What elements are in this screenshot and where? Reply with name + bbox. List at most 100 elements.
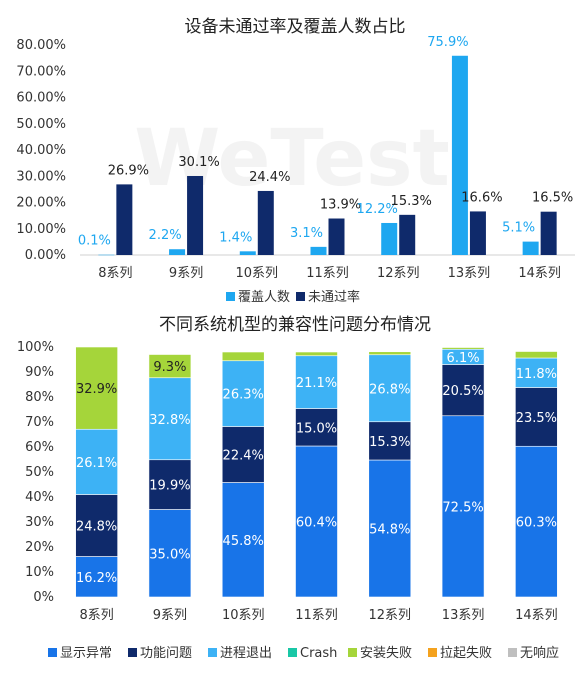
chart1-y-tick: 40.00% [16,143,66,158]
chart2-x-tick: 8系列 [80,608,114,623]
chart2-data-label-exit: 32.8% [149,413,190,428]
chart2-segment-display [295,445,338,598]
chart2-segment-function [441,364,485,417]
chart2-legend-swatch [128,648,137,657]
chart2-data-label-display: 54.8% [369,523,410,538]
chart1-legend-swatch [226,292,235,301]
chart2-data-label-display: 35.0% [149,547,190,562]
chart2-legend-swatch [208,648,217,657]
chart1-data-label-coverage: 2.2% [149,228,182,243]
chart1-bar-fail [187,175,204,255]
chart2-segment-install [441,347,485,350]
chart2-data-label-display: 60.4% [296,516,337,531]
watermark-text-top: WeTest [134,114,450,204]
chart1-data-label-fail: 16.5% [532,191,573,206]
chart2-y-tick: 100% [17,340,54,355]
chart2-y-tick: 50% [25,465,54,480]
chart2-segment-exit [368,354,412,423]
chart2-x-tick: 9系列 [153,608,187,623]
chart1-title: 设备未通过率及覆盖人数占比 [185,17,406,37]
chart1-y-tick: 60.00% [16,91,66,106]
chart2-title: 不同系统机型的兼容性问题分布情况 [159,315,431,335]
chart1-bar-fail [257,190,274,255]
chart1-bar-fail [116,184,133,255]
chart2-legend-label: 安装失败 [360,646,412,661]
chart1-data-label-fail: 13.9% [320,198,361,213]
chart2-y-tick: 40% [25,490,54,505]
chart2-data-label-exit: 26.8% [369,382,410,397]
chart1-bar-coverage [98,254,115,256]
chart1-legend: 覆盖人数 未通过率 [226,289,360,305]
chart2-segment-exit [515,357,558,388]
chart2-y-tick: 10% [25,565,54,580]
chart1-bar-fail [469,211,486,255]
chart2-segment-display [441,415,485,598]
chart2-x-tick: 14系列 [515,608,558,623]
chart1-y-tick: 0.00% [25,248,66,263]
chart2-legend-label: Crash [300,646,337,661]
chart1-y-tick: 10.00% [16,222,66,237]
chart1-bar-coverage [239,251,256,255]
chart1-bar-fail [328,218,345,255]
chart1-data-label-coverage: 75.9% [427,35,468,50]
chart1-y-tick: 80.00% [16,38,66,53]
chart1-data-label-coverage: 1.4% [219,230,252,245]
chart2-data-label-exit: 26.3% [223,388,264,403]
chart2-data-label-display: 45.8% [223,534,264,549]
chart1-x-tick: 14系列 [518,266,561,281]
chart2-plot: 0% 10% 20% 30% 40% 50% 60% 70% 80% 90% 100% 8系列 16.2… [17,340,558,623]
chart2-data-label-function: 23.5% [516,411,557,426]
chart2-data-label-function: 20.5% [442,384,483,399]
chart2-y-tick: 80% [25,390,54,405]
chart2-legend-swatch [348,648,357,657]
chart2-segment-install [148,354,192,379]
chart2-y-tick: 60% [25,440,54,455]
chart1-x-tick: 8系列 [98,266,132,281]
chart2-x-tick: 12系列 [369,608,412,623]
chart1-x-tick: 9系列 [169,266,203,281]
chart2-legend-label: 进程退出 [220,646,272,661]
chart2-segment-exit [148,377,192,461]
chart2-segment-function [295,408,338,447]
chart1-data-label-fail: 24.4% [249,170,290,185]
chart1-x-tick: 13系列 [448,266,491,281]
chart2-data-label-display: 60.3% [516,516,557,531]
chart1-bar-coverage [169,249,186,255]
chart1-data-label-fail: 16.6% [461,190,502,205]
chart2-data-label-exit: 6.1% [447,351,480,366]
chart2-data-label-display: 16.2% [76,571,117,586]
chart1-bar-coverage [310,246,327,255]
chart2-segment-install [368,351,412,356]
chart2-segment-function [515,387,558,447]
chart2-legend-swatch [508,648,517,657]
chart1-legend-swatch [296,292,305,301]
chart1-x-tick: 11系列 [306,266,349,281]
chart1-bar-coverage [522,241,539,255]
chart2-data-label-function: 24.8% [76,520,117,535]
chart2-segment-display [221,482,265,598]
chart1-bar-fail [540,211,557,255]
chart2-y-tick: 0% [33,590,54,605]
chart2-segment-display [148,509,192,598]
chart1-data-label-fail: 15.3% [391,194,432,209]
chart2-segment-display [368,459,412,598]
chart2-data-label-exit: 11.8% [516,367,557,382]
chart2-data-label-install: 32.9% [76,382,117,397]
chart2-legend-swatch [48,648,57,657]
chart2-data-label-exit: 21.1% [296,376,337,391]
chart2-x-tick: 11系列 [295,608,338,623]
chart2-y-tick: 70% [25,415,54,430]
chart2-data-label-function: 19.9% [149,479,190,494]
chart1-y-tick: 20.00% [16,196,66,211]
chart1-data-label-coverage: 3.1% [290,226,323,241]
chart2-segment-function [148,459,192,510]
chart1-data-label-coverage: 5.1% [502,221,535,236]
chart2-segment-display [515,445,558,598]
chart2-data-label-exit: 26.1% [76,456,117,471]
chart1-y-tick: 70.00% [16,64,66,79]
chart2-y-tick: 30% [25,515,54,530]
chart1-plot: 0.00% 10.00% 20.00% 30.00% 40.00% 50.00% 60.00… [16,35,575,281]
chart2-legend-swatch [288,648,297,657]
